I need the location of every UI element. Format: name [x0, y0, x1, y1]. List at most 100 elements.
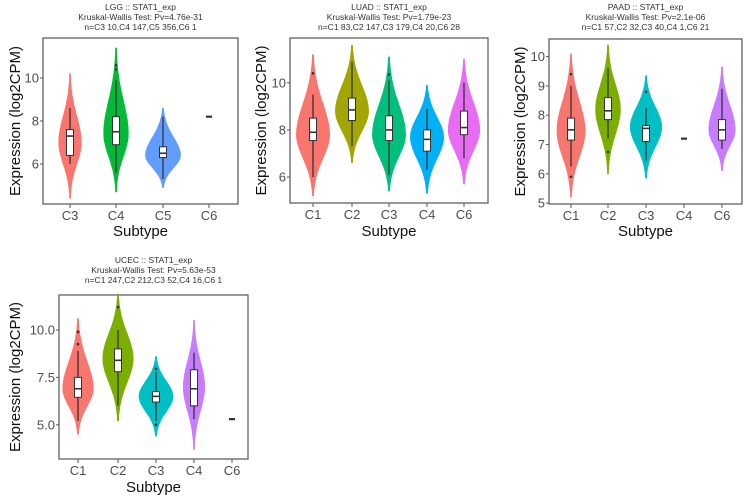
outlier-point	[387, 73, 391, 76]
box	[423, 129, 431, 152]
violin-c1	[296, 54, 330, 197]
x-tick-label: C6	[224, 463, 241, 478]
x-tick-label: C4	[419, 207, 436, 222]
x-axis-label: Subtype	[126, 479, 181, 496]
violin-c4	[182, 320, 206, 450]
outlier-point	[606, 150, 610, 154]
y-tick-label: 10	[272, 75, 286, 90]
chart-title-line: Kruskal-Wallis Test: Pv=2.1e-06	[586, 12, 706, 22]
y-tick-label: 10	[531, 49, 545, 64]
violin-c2	[595, 44, 621, 175]
y-tick-label: 6	[538, 166, 545, 181]
box	[309, 117, 317, 142]
y-tick-label: 10	[25, 70, 39, 85]
x-axis-label: Subtype	[361, 223, 416, 240]
x-tick-label: C1	[563, 208, 580, 223]
y-axis-label: Expression (log2CPM)	[253, 45, 270, 195]
x-tick-label: C3	[148, 463, 165, 478]
violin-c3	[138, 356, 174, 437]
x-tick-label: C3	[638, 208, 655, 223]
y-tick-label: 10.0	[30, 322, 55, 337]
violin-c2	[335, 44, 369, 164]
outlier-point	[311, 72, 315, 75]
y-axis-label: Expression (log2CPM)	[7, 46, 24, 196]
outlier-point	[76, 342, 80, 346]
box	[112, 116, 120, 146]
chart-title-line: n=C1 57,C2 32,C3 40,C4 1,C6 21	[582, 22, 710, 32]
y-tick-label: 8	[279, 122, 286, 137]
x-tick-label: C3	[381, 207, 398, 222]
box	[159, 146, 167, 159]
outlier-point	[154, 423, 158, 427]
x-tick-label: C4	[676, 208, 693, 223]
violin-c6	[708, 66, 736, 172]
outlier-point	[76, 330, 80, 334]
violin-c6	[447, 58, 481, 185]
outlier-point	[569, 72, 573, 76]
x-tick-label: C4	[186, 463, 203, 478]
chart-title-line: Kruskal-Wallis Test: Pv=5.63e-53	[91, 265, 216, 275]
x-tick-label: C1	[70, 463, 87, 478]
y-tick-label: 8	[32, 114, 39, 129]
x-tick-label: C4	[108, 208, 125, 223]
y-tick-label: 7.5	[37, 370, 55, 385]
x-tick-label: C2	[600, 208, 617, 223]
violin-c4	[410, 84, 444, 194]
y-axis-label: Expression (log2CPM)	[512, 46, 529, 196]
x-tick-label: C2	[344, 207, 361, 222]
violin-c3	[629, 75, 663, 179]
chart-title-line: LGG :: STAT1_exp	[105, 2, 176, 12]
outlier-point	[644, 90, 648, 94]
violin-c4	[103, 47, 129, 193]
box	[642, 124, 650, 143]
outlier-point	[154, 367, 158, 371]
outlier-point	[114, 63, 118, 67]
violin-c2	[102, 293, 134, 422]
y-tick-label: 6	[32, 157, 39, 172]
violin-c1	[62, 318, 94, 435]
x-tick-label: C1	[305, 207, 322, 222]
outlier-point	[569, 175, 573, 179]
y-tick-label: 7	[538, 137, 545, 152]
x-tick-label: C3	[62, 208, 79, 223]
y-tick-label: 6	[279, 170, 286, 185]
chart-title-line: LUAD :: STAT1_exp	[351, 2, 427, 12]
chart-title-line: PAAD :: STAT1_exp	[608, 2, 684, 12]
y-tick-label: 8	[538, 108, 545, 123]
box	[66, 129, 74, 156]
box	[385, 115, 393, 142]
y-axis-label: Expression (log2CPM)	[7, 302, 24, 452]
y-tick-label: 5	[538, 196, 545, 211]
chart-title-line: n=C1 247,C2 212,C3 52,C4 16,C6 1	[85, 275, 223, 285]
outlier-point	[114, 68, 118, 71]
violin-c3	[372, 56, 406, 192]
y-tick-label: 5.0	[37, 417, 55, 432]
chart-title-line: UCEC :: STAT1_exp	[115, 255, 192, 265]
box	[460, 110, 468, 136]
x-tick-label: C5	[155, 208, 172, 223]
violin-c1	[556, 53, 586, 198]
x-tick-label: C6	[714, 208, 731, 223]
chart-title-line: Kruskal-Wallis Test: Pv=4.76e-31	[78, 12, 203, 22]
chart-title-line: n=C3 10,C4 147,C5 356,C6 1	[84, 22, 197, 32]
y-tick-label: 9	[538, 78, 545, 93]
x-axis-label: Subtype	[618, 223, 673, 240]
box	[604, 97, 612, 121]
box	[74, 376, 82, 398]
x-tick-label: C2	[110, 463, 127, 478]
outlier-point	[116, 305, 120, 309]
violin-c3	[58, 73, 82, 199]
box	[190, 369, 198, 407]
chart-title-line: Kruskal-Wallis Test: Pv=1.79e-23	[327, 12, 452, 22]
x-tick-label: C6	[201, 208, 218, 223]
x-axis-label: Subtype	[113, 223, 168, 240]
chart-title-line: n=C1 83,C2 147,C3 179,C4 20,C6 28	[318, 22, 460, 32]
x-tick-label: C6	[456, 207, 473, 222]
violin-c5	[145, 107, 181, 188]
